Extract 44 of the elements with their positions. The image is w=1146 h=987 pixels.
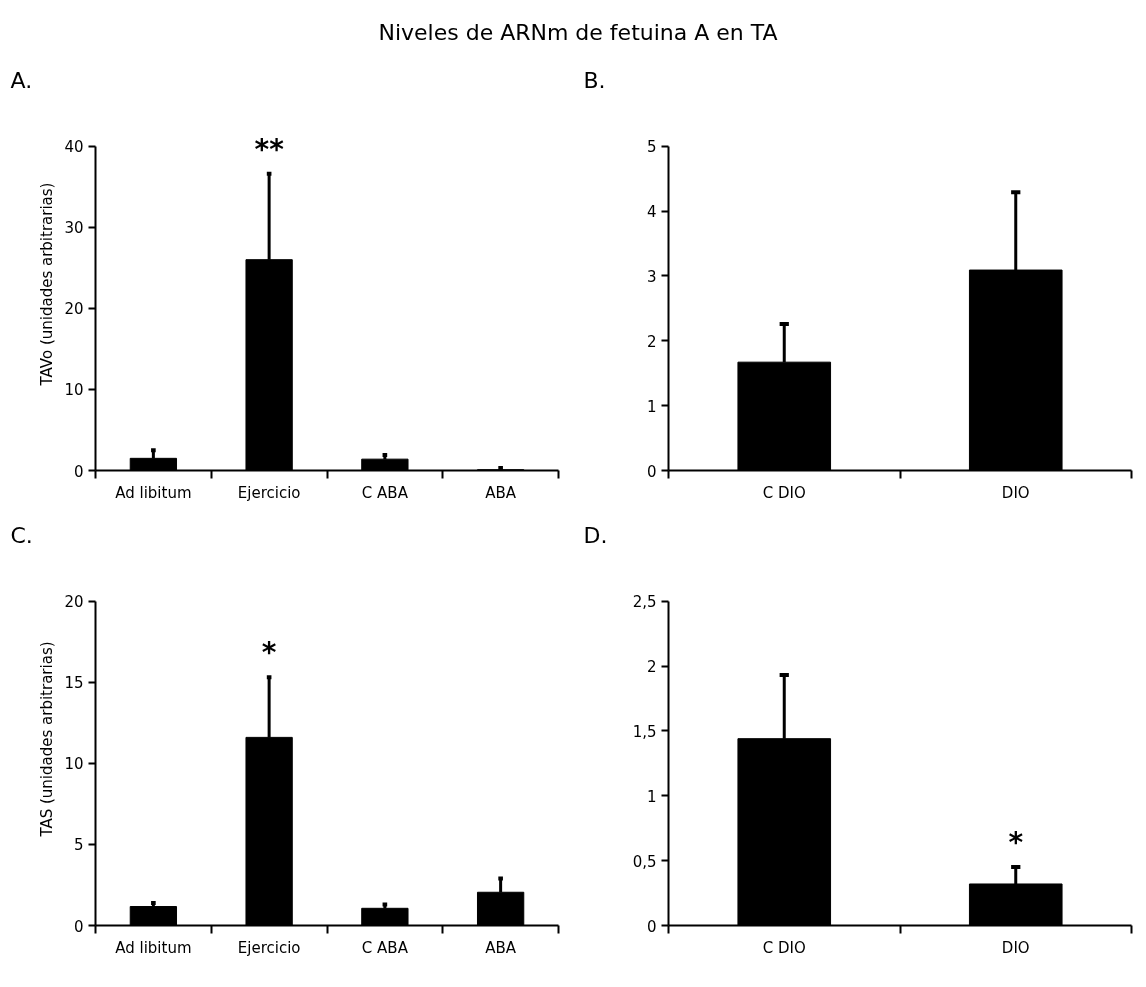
x-tick-label: C ABA [361, 483, 409, 502]
y-tick-label: 0,5 [632, 852, 657, 871]
annotation: ** [254, 132, 285, 166]
x-tick-label: ABA [485, 483, 517, 502]
x-tick-label: ABA [485, 938, 517, 957]
text: C. [10, 522, 33, 548]
y-tick-label: 0 [646, 462, 657, 481]
x-tick-label: Ejercicio [237, 938, 301, 957]
y-tick-label: 2 [646, 332, 657, 351]
y-axis-title: TAS (unidades arbitrarias) [38, 641, 57, 838]
x-tick-label: C ABA [361, 938, 409, 957]
y-tick-label: 0 [73, 917, 84, 936]
annotation: * [1008, 826, 1024, 860]
y-tick-label: 1,5 [632, 722, 657, 741]
y-tick-label: 3 [646, 267, 657, 286]
x-tick-label: C DIO [762, 483, 806, 502]
x-tick-label: DIO [1001, 483, 1030, 502]
y-tick-label: 1 [646, 787, 657, 806]
text: A. [10, 67, 33, 93]
x-tick-label: DIO [1001, 938, 1030, 957]
y-tick-label: 2 [646, 658, 657, 677]
text: B. [583, 67, 606, 93]
y-tick-label: 30 [64, 219, 84, 238]
annotation: * [261, 636, 277, 670]
y-tick-label: 4 [646, 203, 657, 222]
y-axis-title: TAVo (unidades arbitrarias) [38, 182, 57, 387]
y-tick-label: 20 [64, 300, 84, 319]
x-tick-label: Ad libitum [115, 483, 192, 502]
y-tick-label: 0 [646, 917, 657, 936]
y-tick-label: 0 [73, 462, 84, 481]
chart-title: Niveles de ARNm de fetuina A en TA [378, 19, 778, 47]
y-tick-label: 5 [73, 836, 84, 855]
x-tick-label: Ad libitum [115, 938, 192, 957]
x-tick-label: Ejercicio [237, 483, 301, 502]
y-tick-label: 40 [64, 138, 84, 157]
y-tick-label: 1 [646, 397, 657, 416]
x-tick-label: C DIO [762, 938, 806, 957]
y-tick-label: 10 [64, 381, 84, 400]
y-tick-label: 15 [64, 674, 84, 693]
y-tick-label: 2,5 [632, 593, 657, 612]
y-tick-label: 10 [64, 755, 84, 774]
y-tick-label: 20 [64, 593, 84, 612]
y-tick-label: 5 [646, 138, 657, 157]
text: D. [583, 522, 608, 548]
